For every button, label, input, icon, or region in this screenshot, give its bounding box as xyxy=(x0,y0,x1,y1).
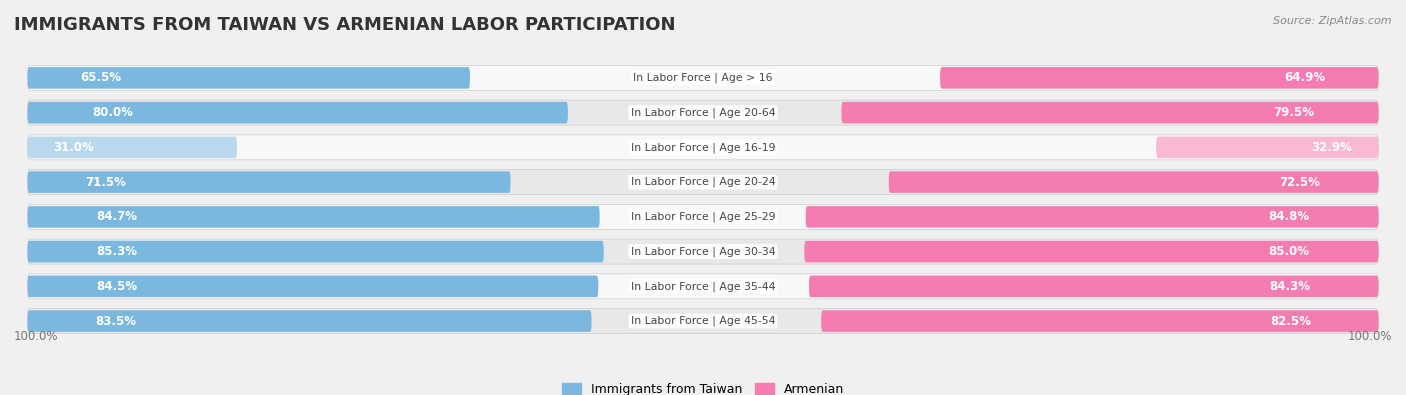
Text: 31.0%: 31.0% xyxy=(52,141,93,154)
Text: In Labor Force | Age 16-19: In Labor Force | Age 16-19 xyxy=(631,142,775,152)
Text: 84.3%: 84.3% xyxy=(1270,280,1310,293)
Text: 100.0%: 100.0% xyxy=(14,329,59,342)
Text: 85.3%: 85.3% xyxy=(97,245,138,258)
FancyBboxPatch shape xyxy=(28,135,1378,160)
Text: In Labor Force | Age 30-34: In Labor Force | Age 30-34 xyxy=(631,246,775,257)
Text: 80.0%: 80.0% xyxy=(93,106,134,119)
FancyBboxPatch shape xyxy=(841,102,1378,123)
FancyBboxPatch shape xyxy=(28,239,1378,264)
Text: IMMIGRANTS FROM TAIWAN VS ARMENIAN LABOR PARTICIPATION: IMMIGRANTS FROM TAIWAN VS ARMENIAN LABOR… xyxy=(14,16,675,34)
Text: 79.5%: 79.5% xyxy=(1272,106,1315,119)
FancyBboxPatch shape xyxy=(28,100,1378,125)
FancyBboxPatch shape xyxy=(28,241,603,262)
Text: 83.5%: 83.5% xyxy=(96,314,136,327)
Text: 65.5%: 65.5% xyxy=(80,71,122,85)
Text: 84.7%: 84.7% xyxy=(96,211,138,223)
FancyBboxPatch shape xyxy=(806,206,1378,228)
FancyBboxPatch shape xyxy=(28,276,599,297)
Text: 100.0%: 100.0% xyxy=(1347,329,1392,342)
Text: 84.5%: 84.5% xyxy=(96,280,138,293)
Text: In Labor Force | Age 35-44: In Labor Force | Age 35-44 xyxy=(631,281,775,292)
FancyBboxPatch shape xyxy=(28,102,568,123)
FancyBboxPatch shape xyxy=(28,171,510,193)
FancyBboxPatch shape xyxy=(1156,137,1378,158)
Text: 32.9%: 32.9% xyxy=(1310,141,1351,154)
FancyBboxPatch shape xyxy=(821,310,1378,332)
Text: 82.5%: 82.5% xyxy=(1271,314,1312,327)
FancyBboxPatch shape xyxy=(804,241,1378,262)
FancyBboxPatch shape xyxy=(28,66,1378,90)
FancyBboxPatch shape xyxy=(28,206,599,228)
Text: In Labor Force | Age 20-24: In Labor Force | Age 20-24 xyxy=(631,177,775,187)
FancyBboxPatch shape xyxy=(28,67,470,88)
FancyBboxPatch shape xyxy=(28,169,1378,195)
Text: In Labor Force | Age > 16: In Labor Force | Age > 16 xyxy=(633,73,773,83)
Text: 72.5%: 72.5% xyxy=(1279,176,1320,188)
FancyBboxPatch shape xyxy=(889,171,1378,193)
Text: 71.5%: 71.5% xyxy=(86,176,127,188)
Text: 64.9%: 64.9% xyxy=(1285,71,1326,85)
FancyBboxPatch shape xyxy=(28,204,1378,229)
FancyBboxPatch shape xyxy=(28,308,1378,333)
Text: Source: ZipAtlas.com: Source: ZipAtlas.com xyxy=(1274,16,1392,26)
FancyBboxPatch shape xyxy=(28,310,592,332)
Text: In Labor Force | Age 20-64: In Labor Force | Age 20-64 xyxy=(631,107,775,118)
Text: 84.8%: 84.8% xyxy=(1268,211,1310,223)
Legend: Immigrants from Taiwan, Armenian: Immigrants from Taiwan, Armenian xyxy=(557,378,849,395)
Text: In Labor Force | Age 45-54: In Labor Force | Age 45-54 xyxy=(631,316,775,326)
FancyBboxPatch shape xyxy=(28,274,1378,299)
FancyBboxPatch shape xyxy=(808,276,1378,297)
FancyBboxPatch shape xyxy=(28,137,238,158)
Text: In Labor Force | Age 25-29: In Labor Force | Age 25-29 xyxy=(631,212,775,222)
FancyBboxPatch shape xyxy=(941,67,1378,88)
Text: 85.0%: 85.0% xyxy=(1268,245,1309,258)
